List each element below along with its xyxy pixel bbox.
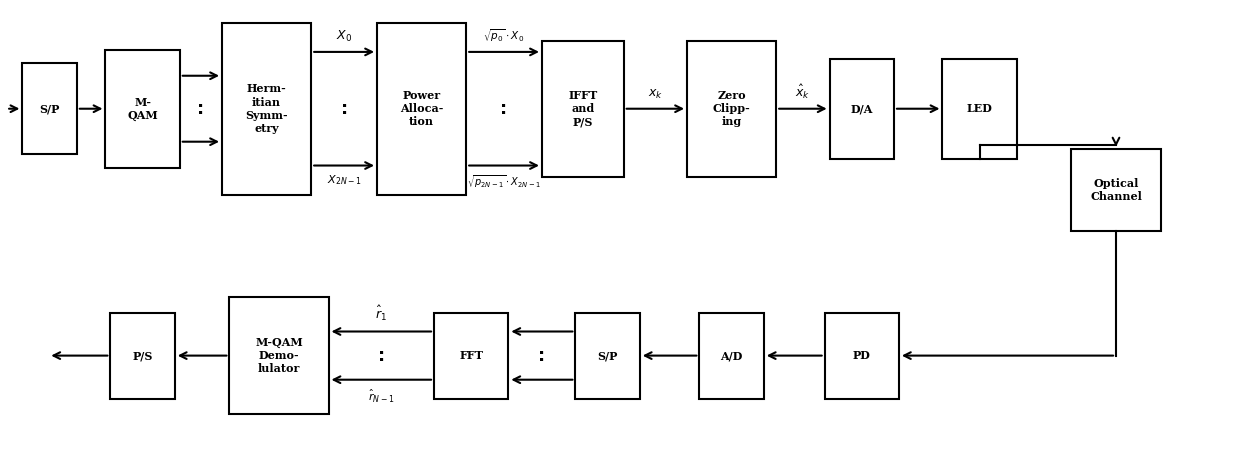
Bar — [434, 313, 508, 399]
Text: $X_0$: $X_0$ — [336, 29, 352, 44]
Bar — [105, 50, 180, 168]
Text: P/S: P/S — [133, 350, 153, 361]
Bar — [229, 297, 329, 414]
Text: Optical
Channel: Optical Channel — [1090, 178, 1142, 202]
Bar — [542, 41, 624, 177]
Text: Zero
Clipp-
ing: Zero Clipp- ing — [713, 90, 750, 127]
Bar — [222, 23, 311, 195]
Text: Herm-
itian
Symm-
etry: Herm- itian Symm- etry — [246, 83, 288, 134]
Text: :: : — [378, 347, 384, 365]
Text: LED: LED — [967, 103, 992, 114]
Text: A/D: A/D — [720, 350, 743, 361]
Text: S/P: S/P — [40, 103, 60, 114]
Text: $\hat{r}_{N-1}$: $\hat{r}_{N-1}$ — [368, 388, 394, 405]
Bar — [575, 313, 640, 399]
Bar — [825, 313, 899, 399]
Bar — [1071, 149, 1161, 231]
Text: :: : — [197, 100, 205, 118]
Text: $X_{2N-1}$: $X_{2N-1}$ — [327, 173, 361, 188]
Text: M-
QAM: M- QAM — [128, 96, 157, 121]
Text: :: : — [501, 100, 507, 118]
Text: :: : — [341, 100, 347, 118]
Text: $x_k$: $x_k$ — [647, 87, 663, 101]
Text: $\sqrt{p_0} \cdot X_0$: $\sqrt{p_0} \cdot X_0$ — [484, 27, 525, 44]
Text: S/P: S/P — [598, 350, 618, 361]
Text: M-QAM
Demo-
lulator: M-QAM Demo- lulator — [255, 337, 303, 374]
Text: IFFT
and
P/S: IFFT and P/S — [568, 90, 598, 127]
Bar — [699, 313, 764, 399]
Text: $\hat{x}_k$: $\hat{x}_k$ — [795, 82, 811, 101]
Text: D/A: D/A — [851, 103, 873, 114]
Bar — [942, 59, 1017, 159]
Text: PD: PD — [853, 350, 870, 361]
Bar — [830, 59, 894, 159]
Bar — [687, 41, 776, 177]
Text: $\sqrt{p_{2N-1}} \cdot X_{2N-1}$: $\sqrt{p_{2N-1}} \cdot X_{2N-1}$ — [467, 173, 541, 190]
Bar — [377, 23, 466, 195]
Text: :: : — [538, 347, 546, 365]
Text: FFT: FFT — [459, 350, 484, 361]
Text: Power
Alloca-
tion: Power Alloca- tion — [401, 90, 443, 127]
Text: $\hat{r}_1$: $\hat{r}_1$ — [376, 304, 387, 323]
Bar — [110, 313, 175, 399]
Bar — [22, 63, 77, 154]
